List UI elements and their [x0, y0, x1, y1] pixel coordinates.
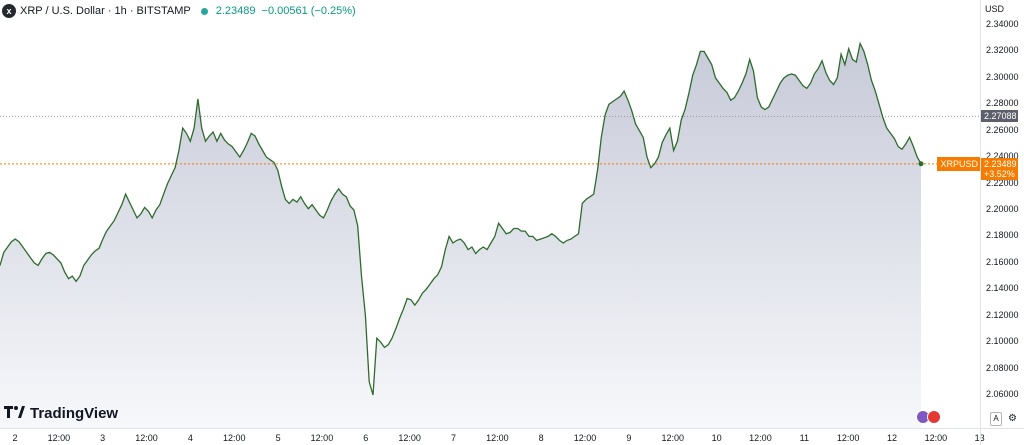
header-change: −0.00561 (−0.25%) — [261, 5, 356, 17]
x-tick-label: 6 — [363, 433, 369, 443]
y-tick-label: 2.34000 — [986, 19, 1019, 29]
x-tick-label: 5 — [275, 433, 281, 443]
x-tick-label: 8 — [538, 433, 544, 443]
x-tick-label: 2 — [12, 433, 18, 443]
x-tick-label: 11 — [799, 433, 809, 443]
symbol-price-tag: XRPUSD — [937, 157, 981, 171]
last-price-dot — [918, 161, 924, 167]
symbol-title[interactable]: XRP / U.S. Dollar · 1h · BITSTAMP — [20, 5, 191, 17]
current-price-label: 2.23489 +3.52% — [981, 157, 1018, 180]
currency-unit-label[interactable]: USD — [984, 4, 1004, 14]
x-tick-label: 10 — [711, 433, 722, 443]
y-tick-label: 2.08000 — [986, 362, 1019, 373]
price-series-line — [0, 41, 922, 396]
x-tick-label: 12:00 — [749, 433, 772, 443]
price-axis[interactable]: USD 2.34000 2.32000 2.30000 2.28000 2.26000 2… — [980, 0, 1024, 428]
gear-icon[interactable]: ⚙ — [1008, 413, 1017, 424]
x-tick-label: 12:00 — [222, 433, 246, 443]
y-tick-label: 2.06000 — [986, 389, 1019, 399]
current-price-change: +3.52% — [984, 168, 1015, 179]
current-price-value: 2.23489 — [984, 158, 1017, 169]
x-tick-label: 12:00 — [573, 433, 597, 443]
y-tick-label: 2.28000 — [986, 98, 1019, 109]
us-flag-icon[interactable] — [927, 410, 941, 424]
x-tick-label: 12:00 — [47, 433, 71, 443]
price-chart-plot[interactable] — [0, 0, 981, 428]
y-tick-label: 2.32000 — [986, 45, 1019, 56]
header-price: 2.23489 — [215, 5, 256, 17]
x-tick-label: 4 — [187, 433, 193, 443]
y-tick-label: 2.24000 — [986, 151, 1019, 162]
x-tick-label: 12:00 — [486, 433, 509, 443]
chart-header: x XRP / U.S. Dollar · 1h · BITSTAMP 2.23… — [0, 0, 356, 22]
x-tick-label: 7 — [450, 433, 457, 443]
y-tick-label: 2.20000 — [986, 204, 1019, 214]
x-tick-label: 12:00 — [310, 433, 334, 443]
y-tick-label: 2.14000 — [986, 283, 1019, 294]
auto-scale-button[interactable]: A — [990, 412, 1002, 426]
x-tick-label: 3 — [100, 433, 106, 443]
x-tick-label: 12:00 — [836, 433, 860, 443]
brand-name: TradingView — [30, 405, 119, 422]
tradingview-logo-icon — [4, 405, 26, 422]
y-tick-label: 2.12000 — [986, 309, 1019, 320]
y-tick-label: 2.10000 — [986, 336, 1019, 347]
price-area-fill — [0, 43, 921, 428]
x-tick-label: 12 — [886, 433, 898, 443]
axis-corner: A ⚙ — [980, 412, 1024, 445]
market-status-icon — [200, 7, 208, 15]
y-tick-label: 2.30000 — [986, 71, 1019, 82]
y-tick-label: 2.22000 — [986, 177, 1019, 188]
y-tick-label: 2.18000 — [986, 230, 1019, 241]
x-tick-label: 12:00 — [924, 433, 948, 443]
reference-price-label: 2.27088 — [981, 110, 1018, 123]
x-tick-label: 12:00 — [135, 433, 158, 443]
x-tick-label: 9 — [626, 433, 632, 443]
y-tick-label: 2.16000 — [986, 256, 1019, 267]
x-tick-label: 13 — [974, 433, 985, 443]
y-tick-label: 2.26000 — [986, 124, 1019, 135]
x-tick-label: 12:00 — [661, 433, 685, 443]
tradingview-logo[interactable]: TradingView — [4, 405, 118, 422]
xrp-symbol-icon[interactable]: x — [2, 4, 16, 18]
event-markers[interactable] — [916, 410, 941, 424]
x-tick-label: 12:00 — [398, 433, 421, 443]
time-axis[interactable]: 2 12:00 3 12:00 4 12:00 5 12:00 6 12:00 7 12:00 8 12:… — [0, 428, 985, 445]
